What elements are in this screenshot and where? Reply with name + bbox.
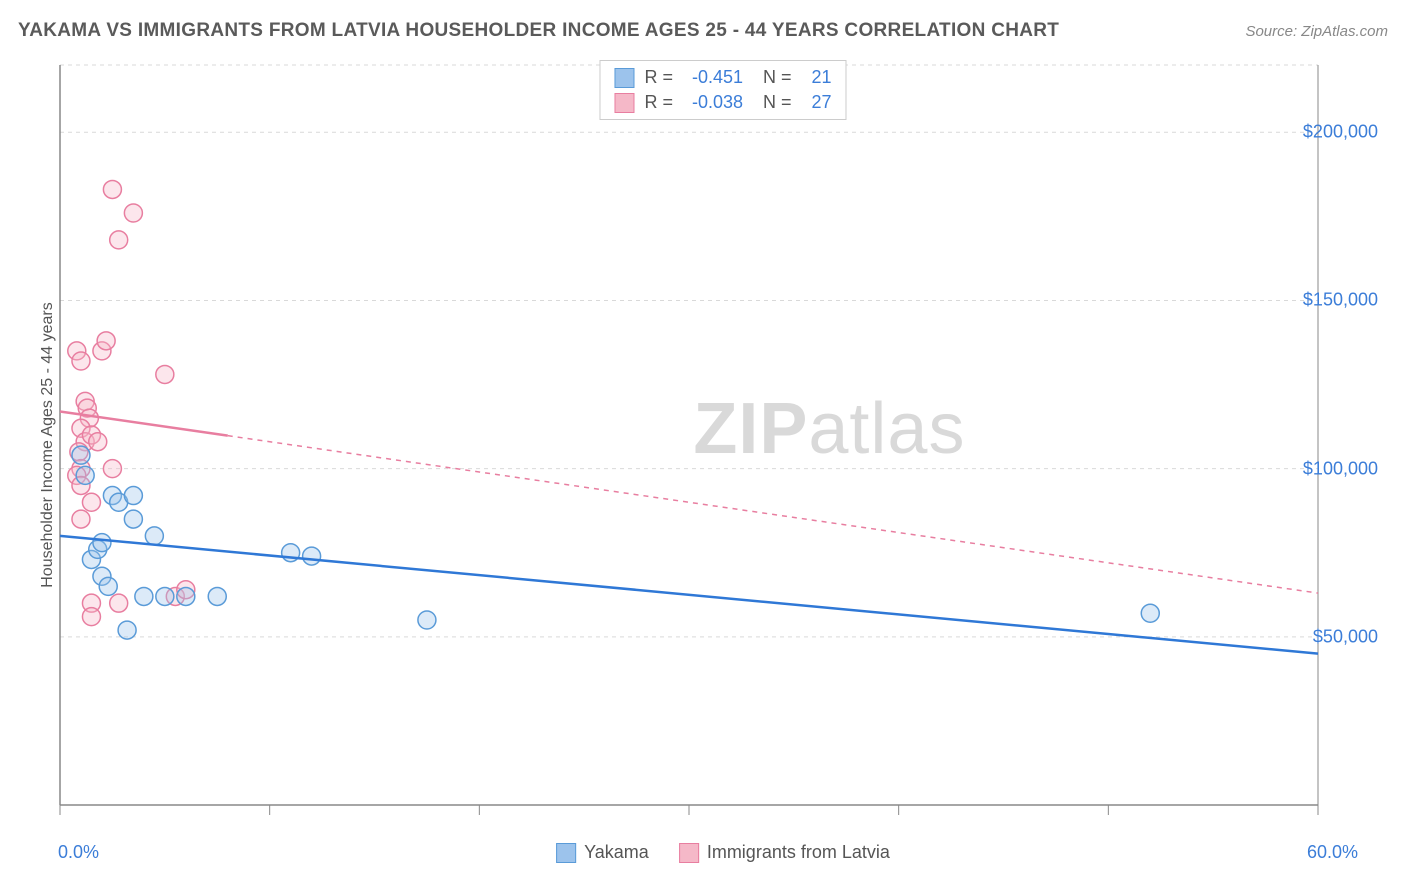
chart-source: Source: ZipAtlas.com bbox=[1245, 23, 1388, 40]
chart-title: YAKAMA VS IMMIGRANTS FROM LATVIA HOUSEHO… bbox=[18, 20, 1059, 42]
y-axis-label: Householder Income Ages 25 - 44 years bbox=[39, 302, 57, 588]
legend-label: Yakama bbox=[584, 842, 649, 863]
y-tick-label: $200,000 bbox=[1303, 122, 1378, 143]
y-tick-label: $150,000 bbox=[1303, 290, 1378, 311]
stat-r-label: R = bbox=[644, 92, 673, 113]
scatter-plot bbox=[58, 55, 1388, 835]
stats-row: R = -0.451 N = 21 bbox=[614, 65, 831, 90]
legend-swatch bbox=[614, 93, 634, 113]
legend-label: Immigrants from Latvia bbox=[707, 842, 890, 863]
chart-area: Householder Income Ages 25 - 44 years ZI… bbox=[58, 55, 1388, 835]
series-legend: Yakama Immigrants from Latvia bbox=[556, 842, 890, 863]
stat-r-value: -0.038 bbox=[683, 92, 743, 113]
chart-header: YAKAMA VS IMMIGRANTS FROM LATVIA HOUSEHO… bbox=[18, 20, 1388, 42]
stats-row: R = -0.038 N = 27 bbox=[614, 90, 831, 115]
x-axis-min-label: 0.0% bbox=[58, 842, 99, 863]
y-tick-label: $50,000 bbox=[1313, 626, 1378, 647]
stat-r-label: R = bbox=[644, 67, 673, 88]
legend-swatch bbox=[679, 843, 699, 863]
stat-n-value: 21 bbox=[802, 67, 832, 88]
legend-swatch bbox=[614, 68, 634, 88]
stat-n-label: N = bbox=[763, 92, 792, 113]
legend-swatch bbox=[556, 843, 576, 863]
legend-item: Yakama bbox=[556, 842, 649, 863]
x-axis-max-label: 60.0% bbox=[1307, 842, 1358, 863]
y-tick-label: $100,000 bbox=[1303, 458, 1378, 479]
stat-n-label: N = bbox=[763, 67, 792, 88]
stat-n-value: 27 bbox=[802, 92, 832, 113]
stats-legend-box: R = -0.451 N = 21 R = -0.038 N = 27 bbox=[599, 60, 846, 120]
legend-item: Immigrants from Latvia bbox=[679, 842, 890, 863]
stat-r-value: -0.451 bbox=[683, 67, 743, 88]
